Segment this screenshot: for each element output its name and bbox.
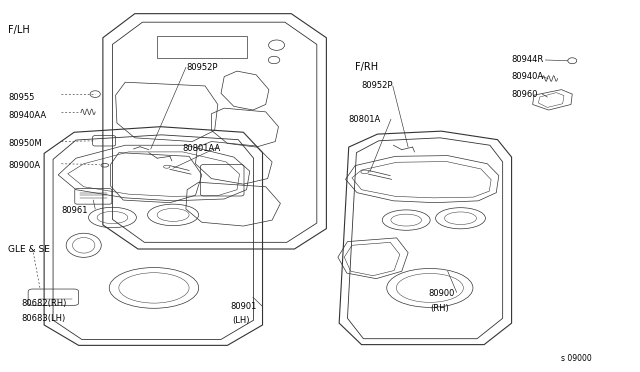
Text: s 09000: s 09000	[561, 354, 591, 363]
Text: 80955: 80955	[8, 93, 35, 102]
Text: 80683(LH): 80683(LH)	[21, 314, 65, 323]
Text: 80960: 80960	[511, 90, 538, 99]
Text: 80950M: 80950M	[8, 139, 42, 148]
Text: F/RH: F/RH	[355, 62, 378, 73]
Text: F/LH: F/LH	[8, 25, 30, 35]
Text: 80952P: 80952P	[186, 63, 218, 72]
Text: GLE & SE: GLE & SE	[8, 244, 50, 253]
Text: 80952P: 80952P	[362, 81, 393, 90]
Text: 80940A: 80940A	[511, 72, 544, 81]
Text: 80682(RH): 80682(RH)	[21, 299, 67, 308]
Text: 80940AA: 80940AA	[8, 111, 47, 120]
Text: 80944R: 80944R	[511, 55, 544, 64]
Text: 80900A: 80900A	[8, 161, 40, 170]
Text: (RH): (RH)	[430, 304, 449, 313]
Text: 80900: 80900	[429, 289, 455, 298]
Text: 80801A: 80801A	[349, 115, 381, 124]
Text: 80961: 80961	[61, 206, 88, 215]
Text: 80801AA: 80801AA	[182, 144, 221, 153]
Text: 80901: 80901	[230, 302, 257, 311]
Text: (LH): (LH)	[232, 316, 250, 325]
